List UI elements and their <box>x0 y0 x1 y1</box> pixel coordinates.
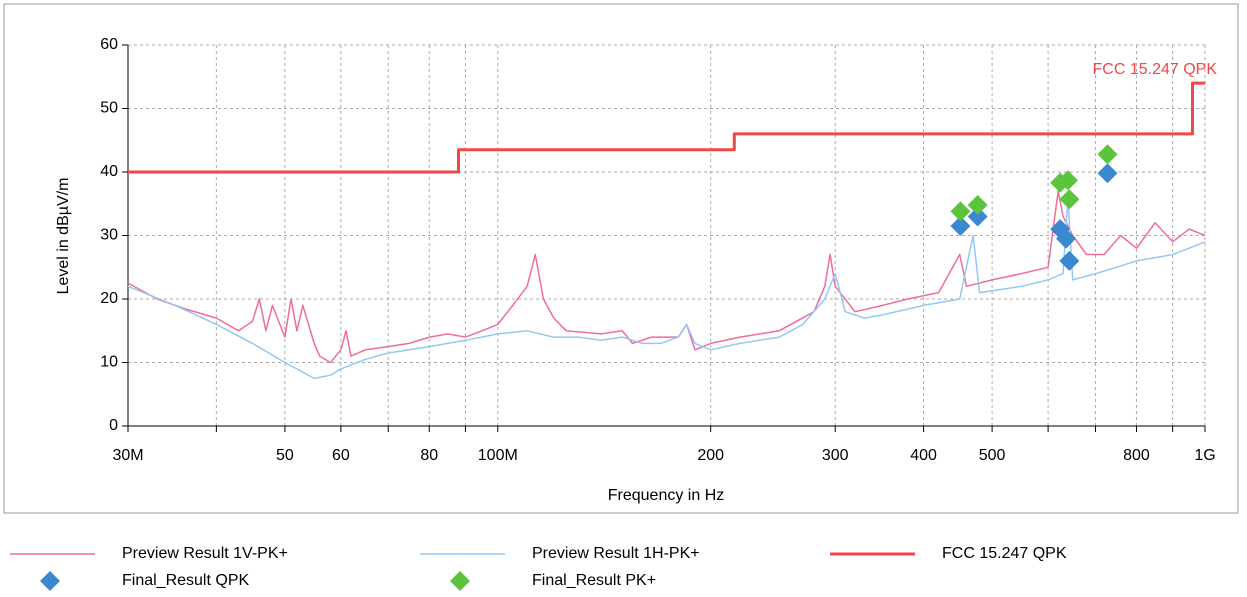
x-tick-label: 500 <box>979 447 1006 464</box>
x-tick-label: 30M <box>112 447 143 464</box>
x-tick-label: 100M <box>478 447 518 464</box>
limit-line <box>128 81 1205 174</box>
y-tick-label: 40 <box>100 163 118 180</box>
x-tick-label: 300 <box>822 447 849 464</box>
marker <box>1059 250 1080 271</box>
legend-label: FCC 15.247 QPK <box>942 545 1067 562</box>
legend-label: Preview Result 1V-PK+ <box>122 545 288 562</box>
legend-label: Final_Result QPK <box>122 572 249 589</box>
x-tick-label: 50 <box>276 447 294 464</box>
chart-frame <box>3 3 1239 514</box>
x-tick-label: 80 <box>420 447 438 464</box>
y-tick-label: 10 <box>100 354 118 371</box>
marker <box>967 206 988 227</box>
y-tick-label: 30 <box>100 227 118 244</box>
annotation: FCC 15.247 QPK <box>1093 61 1218 78</box>
y-tick-label: 60 <box>100 36 118 53</box>
x-tick-label: 200 <box>697 447 724 464</box>
x-tick-label: 60 <box>332 447 350 464</box>
y-tick-label: 20 <box>100 290 118 307</box>
marker <box>1059 189 1080 210</box>
x-tick-label: 800 <box>1123 447 1150 464</box>
x-axis-label: Frequency in Hz <box>608 487 725 504</box>
marker <box>1097 163 1118 184</box>
legend-marker <box>40 571 60 591</box>
x-tick-label: 1G <box>1194 447 1215 464</box>
trace <box>127 196 1206 380</box>
x-tick-label: 400 <box>910 447 937 464</box>
trace <box>127 190 1206 364</box>
legend-label: Preview Result 1H-PK+ <box>532 545 700 562</box>
legend-label: Final_Result PK+ <box>532 572 656 589</box>
marker <box>1057 170 1078 191</box>
marker <box>950 215 971 236</box>
y-axis-label: Level in dBµV/m <box>55 178 72 295</box>
marker <box>950 201 971 222</box>
legend-marker <box>450 571 470 591</box>
marker <box>967 195 988 216</box>
marker <box>1056 228 1077 249</box>
marker <box>1097 144 1118 165</box>
y-tick-label: 50 <box>100 100 118 117</box>
y-tick-label: 0 <box>109 417 118 434</box>
